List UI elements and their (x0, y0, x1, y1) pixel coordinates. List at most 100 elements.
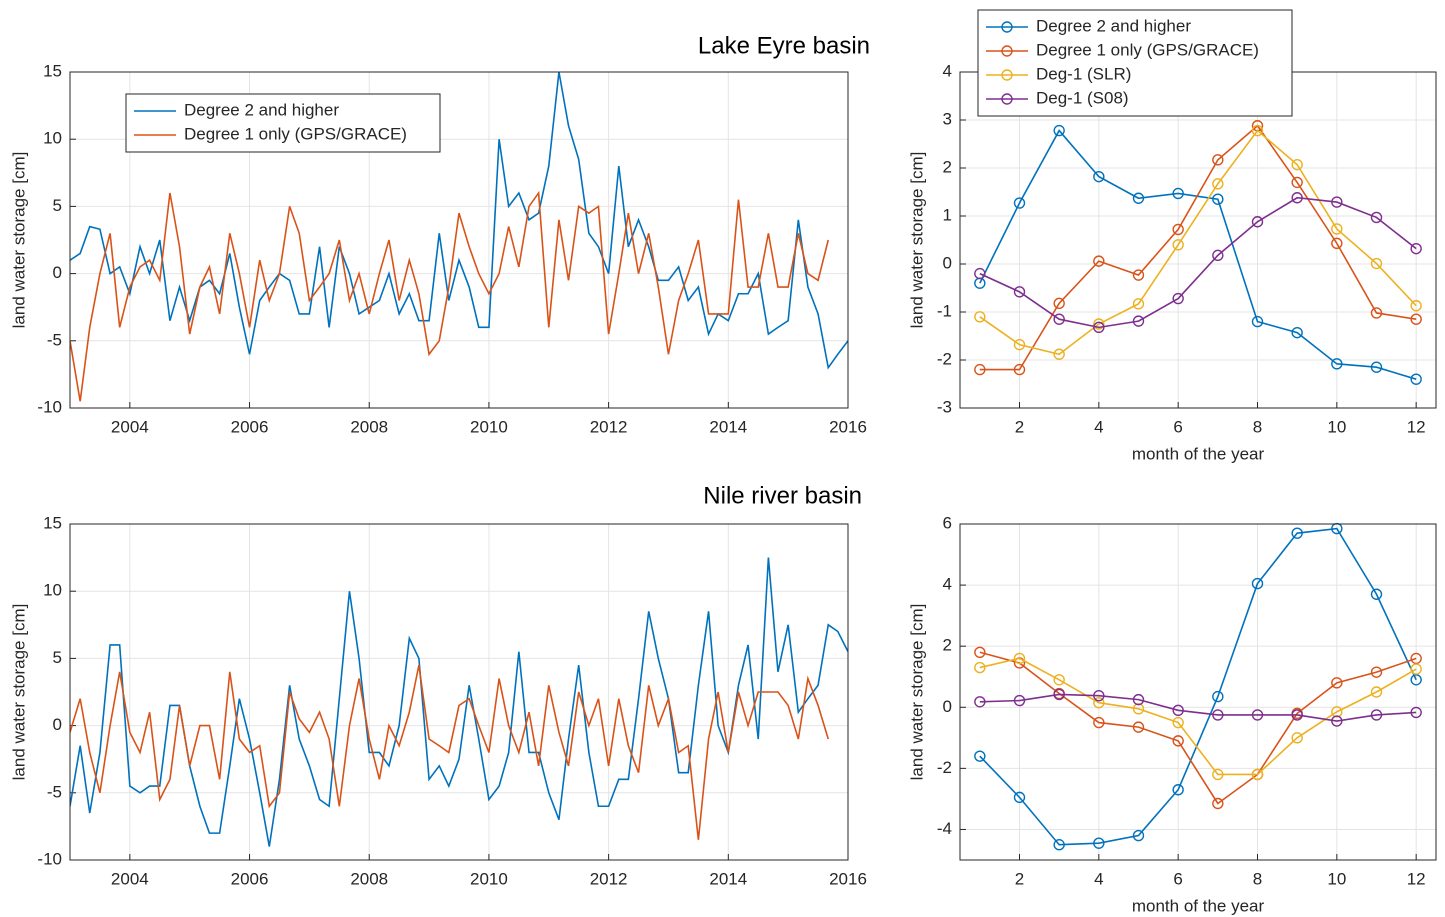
data-point (1172, 784, 1184, 796)
y-tick-label: 0 (53, 715, 62, 734)
data-point (1132, 192, 1145, 204)
data-point (1251, 577, 1264, 590)
data-point (1291, 192, 1303, 204)
chart-panel: 2004 2006 2008 2010 2012 2014 2016 -10 -5 0 5 10 15 N… (9, 482, 866, 888)
data-point (1132, 721, 1145, 733)
data-point (1212, 249, 1224, 262)
y-axis-label: land water storage [cm] (907, 604, 926, 781)
y-tick-label: -1 (937, 301, 952, 320)
data-point (1251, 768, 1264, 781)
data-point (1053, 688, 1065, 701)
x-tick-label: 2010 (470, 869, 508, 888)
data-point (1053, 348, 1065, 360)
x-tick-label: 10 (1327, 869, 1346, 888)
x-axis-label: month of the year (1132, 896, 1265, 915)
legend-marker (1001, 93, 1013, 105)
legend-label: Deg-1 (S08) (1036, 88, 1129, 107)
x-tick-label: 8 (1253, 417, 1262, 436)
y-tick-label: -5 (47, 330, 62, 349)
legend: Degree 2 and higher Degree 1 only (GPS/GR… (977, 9, 1293, 117)
legend-label: Degree 2 and higher (1036, 16, 1191, 35)
x-tick-label: 4 (1094, 869, 1103, 888)
data-point (974, 696, 986, 708)
x-tick-label: 2012 (590, 417, 628, 436)
data-point (1331, 237, 1343, 250)
y-tick-label: -4 (937, 819, 952, 838)
data-point (1410, 706, 1422, 719)
data-point (1093, 689, 1105, 702)
data-point (1053, 674, 1065, 686)
x-tick-label: 2014 (709, 869, 747, 888)
legend-box (977, 9, 1293, 117)
data-point (1410, 373, 1422, 385)
data-point (1212, 709, 1224, 721)
y-tick-label: 5 (53, 196, 62, 215)
data-point (974, 750, 986, 762)
x-tick-label: 12 (1407, 869, 1426, 888)
legend-label: Degree 1 only (GPS/GRACE) (1036, 40, 1259, 59)
legend: Degree 2 and higher Degree 1 only (GPS/GR… (125, 93, 441, 153)
x-tick-label: 2012 (590, 869, 628, 888)
data-point (974, 646, 986, 658)
data-point (1132, 298, 1145, 310)
series-line (979, 129, 1417, 356)
legend-label: Deg-1 (SLR) (1036, 64, 1131, 83)
y-tick-label: 6 (943, 513, 952, 532)
data-point (1291, 326, 1303, 339)
y-tick-label: 3 (943, 109, 952, 128)
data-point (1410, 300, 1422, 312)
data-point (1212, 690, 1224, 703)
data-point (1370, 257, 1383, 270)
data-point (1370, 686, 1383, 698)
data-point (974, 363, 986, 376)
data-point (1212, 154, 1224, 166)
data-point (1370, 307, 1383, 319)
data-point (1331, 358, 1343, 370)
chart-panel: 2004 2006 2008 2010 2012 2014 2016 -10 -5 0 5 10 15 L… (9, 32, 870, 436)
data-point (1053, 313, 1065, 325)
data-point (1093, 170, 1105, 183)
y-tick-label: -5 (47, 782, 62, 801)
series-line (979, 196, 1417, 329)
series-line (979, 651, 1417, 805)
data-point (1093, 255, 1105, 267)
legend-marker (1001, 69, 1013, 81)
x-axis-label: month of the year (1132, 444, 1265, 463)
data-point (1172, 239, 1184, 251)
x-tick-label: 10 (1327, 417, 1346, 436)
series-line (70, 557, 848, 847)
data-point (1013, 791, 1026, 804)
x-tick-label: 2016 (829, 417, 867, 436)
x-tick-label: 2006 (231, 869, 269, 888)
data-point (974, 267, 986, 280)
legend-label: Degree 2 and higher (184, 100, 339, 119)
y-tick-label: 10 (43, 129, 62, 148)
chart-title: Nile river basin (703, 482, 862, 509)
legend-marker (1001, 21, 1013, 33)
y-tick-label: -2 (937, 758, 952, 777)
data-point (1093, 837, 1105, 849)
data-point (1013, 694, 1026, 707)
data-point (1410, 242, 1422, 255)
y-tick-label: 0 (943, 697, 952, 716)
y-axis-label: land water storage [cm] (9, 152, 28, 329)
data-point (1013, 652, 1026, 665)
legend-marker (1001, 45, 1013, 57)
y-tick-label: 10 (43, 581, 62, 600)
y-tick-label: 15 (43, 513, 62, 532)
y-tick-label: 1 (943, 205, 952, 224)
series-line (979, 124, 1417, 371)
plot-box (959, 523, 1437, 861)
x-tick-label: 2004 (111, 417, 149, 436)
data-point (1410, 313, 1422, 325)
chart-panel: 2 4 6 8 10 12 -4 -2 0 2 4 6 land water storage [cm] m… (907, 513, 1437, 915)
data-point (1132, 269, 1145, 281)
data-point (1251, 216, 1264, 228)
data-point (1172, 223, 1184, 236)
y-tick-label: 4 (943, 61, 952, 80)
y-tick-label: 0 (53, 263, 62, 282)
data-point (1013, 197, 1026, 209)
data-point (1013, 338, 1026, 351)
data-point (1093, 321, 1105, 334)
data-point (1331, 196, 1343, 208)
